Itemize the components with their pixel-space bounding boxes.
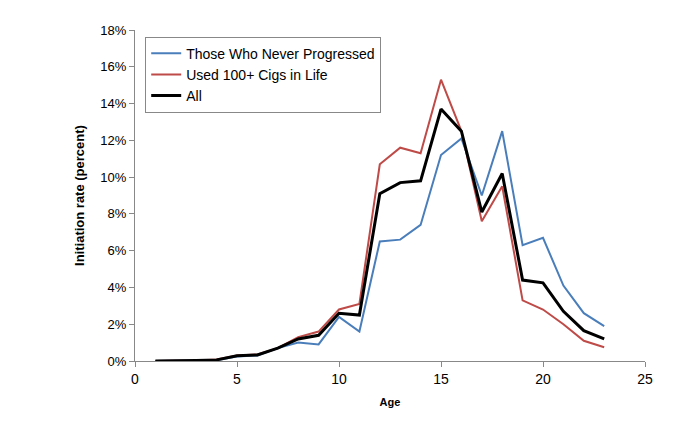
svg-text:2%: 2% — [108, 317, 127, 332]
svg-text:0%: 0% — [108, 354, 127, 369]
svg-text:25: 25 — [637, 371, 653, 387]
svg-text:12%: 12% — [100, 133, 126, 148]
svg-text:20: 20 — [535, 371, 551, 387]
svg-text:8%: 8% — [108, 206, 127, 221]
svg-text:6%: 6% — [108, 243, 127, 258]
svg-text:5: 5 — [233, 371, 241, 387]
svg-text:Initiation rate (percent): Initiation rate (percent) — [72, 125, 87, 266]
svg-text:16%: 16% — [100, 59, 126, 74]
svg-text:Age: Age — [380, 396, 401, 408]
svg-text:Those Who Never Progressed: Those Who Never Progressed — [186, 46, 374, 62]
svg-text:14%: 14% — [100, 96, 126, 111]
svg-text:Used 100+ Cigs in Life: Used 100+ Cigs in Life — [186, 67, 327, 83]
svg-text:10: 10 — [331, 371, 347, 387]
svg-text:10%: 10% — [100, 170, 126, 185]
svg-text:18%: 18% — [100, 23, 126, 38]
svg-text:15: 15 — [433, 371, 449, 387]
svg-text:All: All — [186, 88, 202, 104]
svg-text:0: 0 — [131, 371, 139, 387]
svg-text:4%: 4% — [108, 280, 127, 295]
